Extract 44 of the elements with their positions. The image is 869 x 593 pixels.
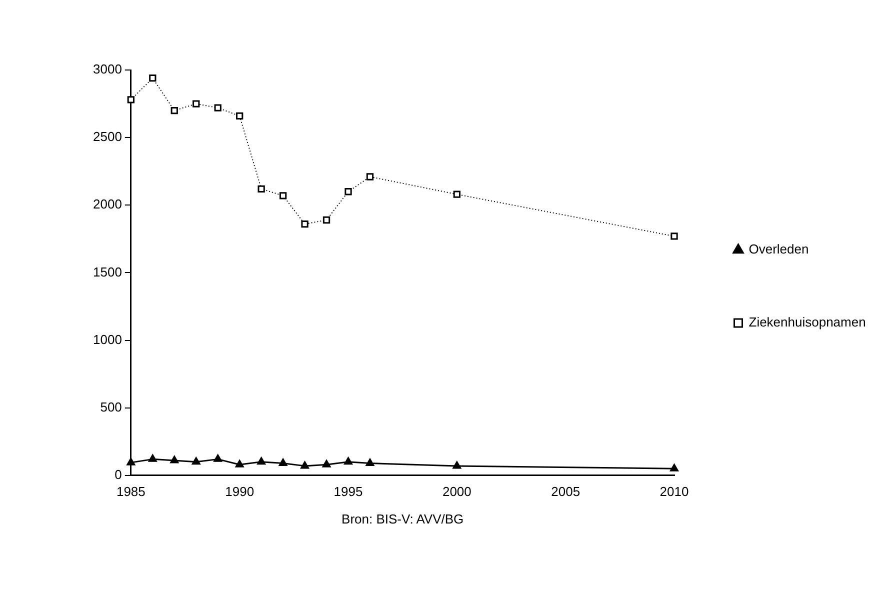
- point: [452, 461, 462, 469]
- point: [148, 454, 157, 462]
- text: Bron: BIS-V: AVV/BG: [342, 511, 464, 526]
- point: [278, 458, 288, 466]
- legend-label: Overleden: [748, 242, 809, 257]
- point: [670, 464, 678, 472]
- point: [258, 185, 265, 192]
- point: [236, 112, 244, 120]
- point: [170, 106, 178, 114]
- legend-label: Ziekenhuisopnamen: [748, 314, 866, 330]
- point: [322, 216, 330, 224]
- point: [235, 460, 244, 468]
- x-tick-label: 1995: [334, 484, 363, 499]
- point: [214, 454, 222, 462]
- x-tick-label: 2005: [551, 484, 580, 499]
- y-tick-label: 1500: [93, 264, 122, 280]
- point: [344, 457, 352, 465]
- x-tick-label: 1990: [225, 484, 254, 499]
- point: [127, 96, 134, 104]
- x-tick-label: 1985: [116, 484, 146, 499]
- x-tick-label: 2000: [442, 484, 472, 499]
- x-tick-label: 2010: [660, 484, 689, 499]
- point: [279, 192, 287, 200]
- y-tick-label: 2000: [93, 196, 122, 212]
- y-tick-label: 3000: [93, 62, 122, 77]
- y-tick-label: 0: [114, 466, 122, 482]
- point: [670, 232, 678, 240]
- point: [453, 190, 460, 198]
- point: [126, 458, 136, 466]
- point: [257, 457, 266, 465]
- point: [149, 74, 156, 82]
- point: [214, 104, 222, 112]
- point: [192, 457, 200, 465]
- y-tick-label: 500: [100, 399, 122, 414]
- y-tick-label: 1000: [93, 332, 122, 347]
- point: [301, 220, 308, 228]
- point: [322, 460, 331, 468]
- point: [344, 188, 352, 196]
- y-tick-label: 2500: [93, 129, 122, 144]
- point: [170, 456, 179, 464]
- point: [192, 100, 200, 108]
- point: [300, 461, 309, 469]
- point: [366, 173, 374, 180]
- point: [366, 458, 374, 466]
